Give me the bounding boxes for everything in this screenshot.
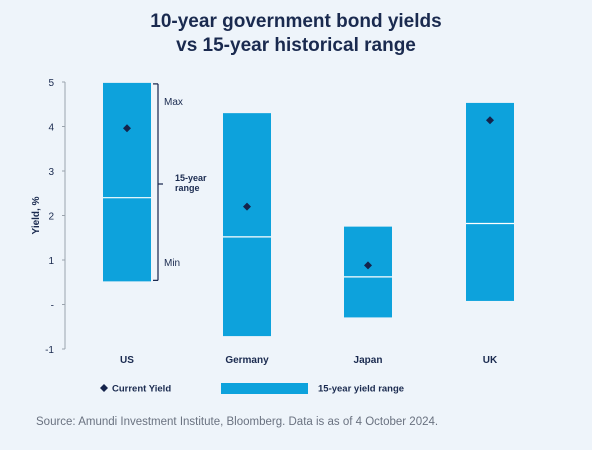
source-note: Source: Amundi Investment Institute, Blo… <box>36 416 439 428</box>
y-axis-title: Yield, % <box>31 196 42 234</box>
annotation-max: Max <box>164 97 183 108</box>
x-category-label: Japan <box>354 355 383 366</box>
current-yield-marker-us <box>123 124 131 133</box>
y-tick-label: -1 <box>45 345 54 356</box>
x-category-label: Germany <box>225 355 269 366</box>
range-bar-uk <box>466 102 514 301</box>
current-yield-marker-japan <box>364 261 372 270</box>
x-category-label: UK <box>483 355 498 366</box>
y-tick-label: 1 <box>48 256 54 267</box>
legend-label-range: 15-year yield range <box>318 384 404 395</box>
y-tick-label: - <box>51 301 54 312</box>
current-yield-marker-uk <box>486 116 494 125</box>
current-yield-marker-germany <box>243 202 251 211</box>
x-category-label: US <box>120 355 134 366</box>
annotation-range-line-2: range <box>175 183 200 193</box>
chart-title-line-1: 10-year government bond yields <box>150 11 442 32</box>
annotation-min: Min <box>164 258 180 269</box>
legend-label-current-yield: Current Yield <box>112 384 171 395</box>
range-bar-germany <box>223 113 271 337</box>
range-bar-japan <box>344 226 392 318</box>
chart-title: 10-year government bond yields vs 15-yea… <box>0 10 592 58</box>
y-tick-label: 3 <box>48 167 54 178</box>
y-tick-label: 4 <box>48 123 54 134</box>
chart-title-line-2: vs 15-year historical range <box>176 35 416 56</box>
legend-swatch-range <box>221 383 308 394</box>
annotation-range-line-1: 15-year <box>175 173 207 183</box>
y-tick-label: 2 <box>48 212 54 223</box>
range-bar-us <box>103 82 151 282</box>
y-tick-label: 5 <box>48 78 54 89</box>
legend-marker-current-yield <box>100 384 108 392</box>
